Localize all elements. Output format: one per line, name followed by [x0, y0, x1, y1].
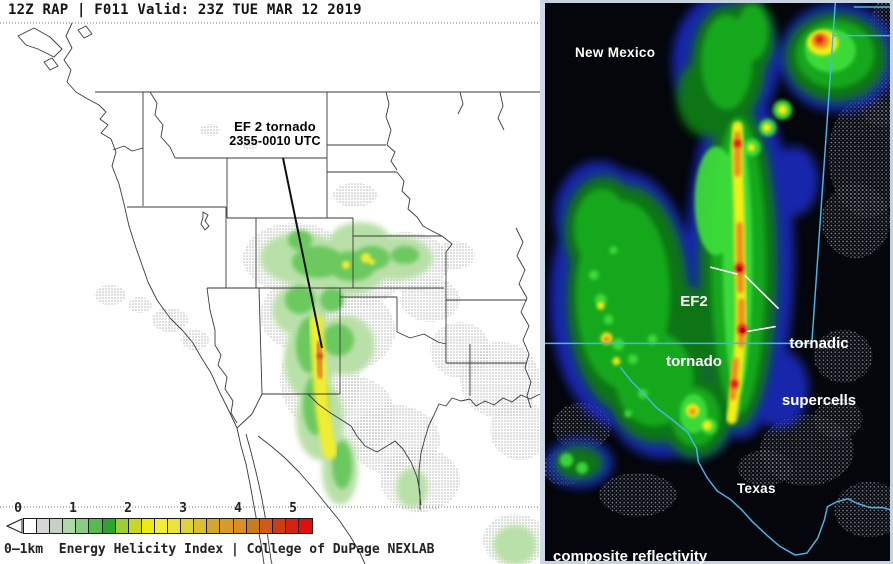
colorbar-segment — [181, 519, 195, 533]
ef2-annotation-line2: tornado — [666, 353, 722, 370]
radar-caption-line1: composite reflectivity — [553, 548, 708, 564]
region-label-texas: Texas — [737, 481, 776, 496]
rio-grande-line — [619, 366, 890, 556]
colorbar-tick-label: 2 — [124, 501, 132, 516]
supercells-annotation-line2: supercells — [781, 392, 857, 409]
tornado-annotation: EF 2 tornado 2355-0010 UTC — [220, 119, 330, 148]
ehi-colorbar: 0 1 2 3 4 5 0–1km Energy Helicity Index | Col… — [0, 500, 540, 564]
radar-panel: New Mexico Texas EF2 tornado tornadic su… — [540, 0, 893, 564]
state-borders — [17, 22, 540, 564]
colorbar-segment — [246, 519, 260, 533]
colorbar-segment — [233, 519, 247, 533]
colorbar-segment — [115, 519, 129, 533]
colorbar-segment — [102, 519, 116, 533]
colorbar-tick-label: 0 — [14, 501, 22, 516]
radar-caption: composite reflectivity 2355 UTC 3/12/19 — [553, 509, 707, 564]
colorbar-segment — [128, 519, 142, 533]
model-title: 12Z RAP | F011 Valid: 23Z TUE MAR 12 201… — [8, 2, 362, 18]
colorbar-segment — [272, 519, 286, 533]
tornado-leader-line — [282, 157, 323, 349]
conus-map — [0, 22, 540, 564]
radar-intense-cores — [596, 29, 839, 431]
colorbar-segment — [220, 519, 234, 533]
colorbar-segment — [89, 519, 103, 533]
colorbar-tick-label: 4 — [234, 501, 242, 516]
colorbar-tick-label: 3 — [179, 501, 187, 516]
colorbar-segment — [154, 519, 169, 533]
ef2-annotation-line1: EF2 — [680, 293, 708, 310]
colorbar-segment — [194, 519, 208, 533]
colorbar-segment — [76, 519, 90, 533]
state-border-lines — [545, 3, 890, 556]
colorbar-tick-label: 1 — [69, 501, 77, 516]
colorbar-segment — [24, 519, 38, 533]
colorbar-segment — [285, 519, 299, 533]
supercells-annotation-line1: tornadic — [789, 335, 849, 352]
colorbar-scale — [23, 518, 314, 534]
colorbar-segment — [168, 519, 182, 533]
colorbar-caption: 0–1km Energy Helicity Index | College of… — [4, 542, 435, 557]
colorbar-arrow-icon — [6, 518, 23, 534]
ehi-max-band — [309, 253, 375, 459]
colorbar-segment — [298, 519, 313, 533]
tornado-annotation-line2: 2355-0010 UTC — [229, 134, 321, 148]
map-frame-dotted — [0, 22, 540, 508]
colorbar-segment — [259, 519, 273, 533]
colorbar-segment — [63, 519, 77, 533]
tornadic-supercells-annotation: tornadic supercells — [777, 296, 861, 448]
colorbar-tick-label: 5 — [289, 501, 297, 516]
tornado-annotation-line1: EF 2 tornado — [234, 119, 316, 134]
region-label-new-mexico: New Mexico — [575, 45, 656, 60]
colorbar-segment — [207, 519, 221, 533]
ef2-tornado-annotation: EF2 tornado — [663, 252, 725, 412]
colorbar-segment — [50, 519, 64, 533]
colorbar-segment — [37, 519, 51, 533]
annotation-leader-lines — [709, 266, 780, 333]
radar-image — [545, 3, 890, 561]
colorbar-segment — [141, 519, 155, 533]
ehi-map-panel: 12Z RAP | F011 Valid: 23Z TUE MAR 12 201… — [0, 0, 540, 564]
